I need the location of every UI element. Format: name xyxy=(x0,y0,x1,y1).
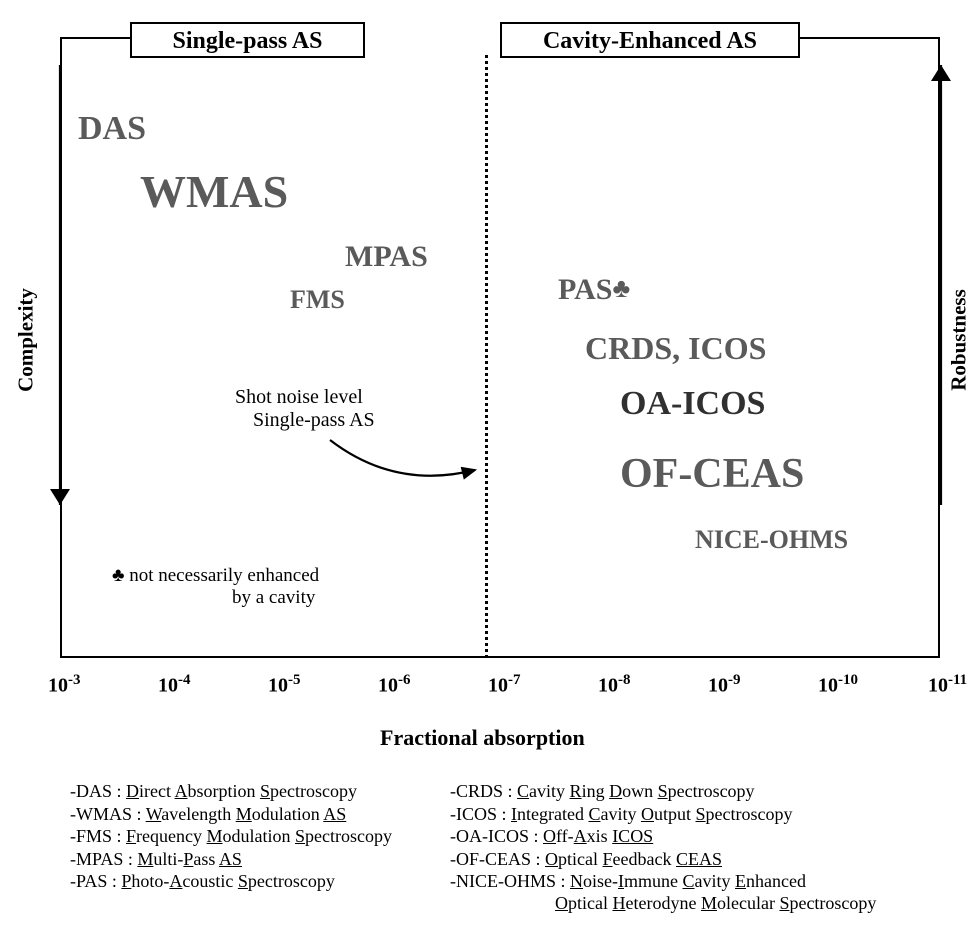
legend-item-of-ceas: -OF-CEAS : Optical Feedback CEAS xyxy=(450,848,806,871)
legend-item-oa-icos: -OA-ICOS : Off-Axis ICOS xyxy=(450,825,806,848)
legend-item-mpas: -MPAS : Multi-Pass AS xyxy=(70,848,392,871)
legend-right-column: -CRDS : Cavity Ring Down Spectroscopy-IC… xyxy=(450,780,806,893)
legend-item-crds: -CRDS : Cavity Ring Down Spectroscopy xyxy=(450,780,806,803)
legend-right-extra-line: Optical Heterodyne Molecular Spectroscop… xyxy=(555,893,876,914)
x-axis-label: Fractional absorption xyxy=(380,725,585,751)
legend-item-nice-ohms-cont: Optical Heterodyne Molecular Spectroscop… xyxy=(555,893,876,914)
legend-item-wmas: -WMAS : Wavelength Modulation AS xyxy=(70,803,392,826)
figure-root: { "layout": { "plot": { "left": 60, "top… xyxy=(0,0,969,926)
legend-item-das: -DAS : Direct Absorption Spectroscopy xyxy=(70,780,392,803)
legend-item-icos: -ICOS : Integrated Cavity Output Spectro… xyxy=(450,803,806,826)
legend-left-column: -DAS : Direct Absorption Spectroscopy-WM… xyxy=(70,780,392,893)
club-icon: ♣ xyxy=(112,565,124,586)
legend-item-fms: -FMS : Frequency Modulation Spectroscopy xyxy=(70,825,392,848)
club-footnote: ♣ not necessarily enhanced by a cavity xyxy=(112,565,319,609)
legend-item-nice-ohms: -NICE-OHMS : Noise-Immune Cavity Enhance… xyxy=(450,870,806,893)
legend-item-pas: -PAS : Photo-Acoustic Spectroscopy xyxy=(70,870,392,893)
club-footnote-line2: by a cavity xyxy=(112,587,319,609)
club-footnote-line1: ♣ not necessarily enhanced xyxy=(112,565,319,587)
